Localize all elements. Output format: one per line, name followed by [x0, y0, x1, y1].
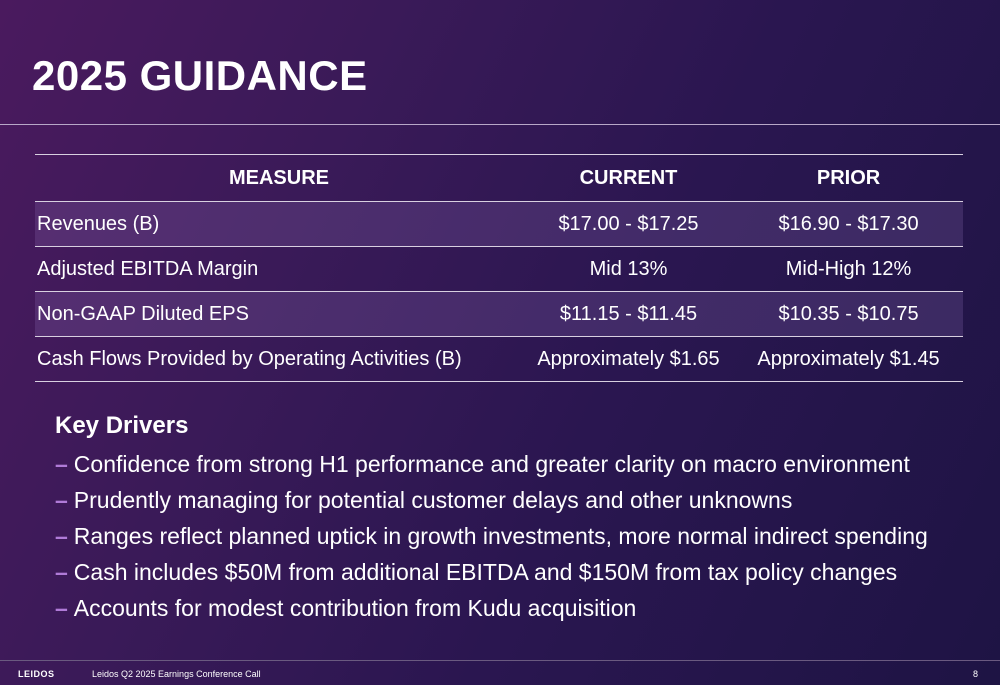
guidance-table: MEASURE CURRENT PRIOR Revenues (B) $17.0… — [35, 154, 963, 382]
table-row: Cash Flows Provided by Operating Activit… — [35, 336, 963, 382]
key-drivers-heading: Key Drivers — [55, 412, 189, 439]
key-drivers-list: – Confidence from strong H1 performance a… — [55, 446, 985, 626]
table-row: Adjusted EBITDA Margin Mid 13% Mid-High … — [35, 246, 963, 292]
list-item: – Confidence from strong H1 performance a… — [55, 446, 985, 482]
row-current: $17.00 - $17.25 — [522, 201, 735, 247]
header-measure: MEASURE — [35, 154, 523, 202]
row-measure: Adjusted EBITDA Margin — [35, 246, 523, 292]
row-current: Mid 13% — [522, 246, 735, 292]
title-divider — [0, 124, 1000, 125]
dash-bullet-icon: – — [55, 523, 68, 549]
footer-divider — [0, 660, 1000, 661]
footer: LEIDOS Leidos Q2 2025 Earnings Conferenc… — [0, 667, 1000, 683]
row-measure: Revenues (B) — [35, 201, 523, 247]
driver-text: Cash includes $50M from additional EBITD… — [73, 559, 898, 585]
row-current: Approximately $1.65 — [522, 336, 735, 382]
row-prior: Mid-High 12% — [734, 246, 963, 292]
leidos-logo: LEIDOS — [18, 669, 55, 679]
event-name: Leidos Q2 2025 Earnings Conference Call — [92, 669, 261, 679]
table-row: Non-GAAP Diluted EPS $11.15 - $11.45 $10… — [35, 291, 963, 337]
list-item: – Cash includes $50M from additional EBIT… — [55, 554, 985, 590]
key-drivers-section: Key Drivers – Confidence from strong H1 p… — [55, 412, 985, 626]
list-item: – Accounts for modest contribution from K… — [55, 590, 985, 626]
row-measure: Cash Flows Provided by Operating Activit… — [35, 336, 523, 382]
slide-title: 2025 GUIDANCE — [32, 52, 368, 99]
dash-bullet-icon: – — [55, 451, 68, 477]
driver-text: Confidence from strong H1 performance an… — [73, 451, 910, 477]
row-measure: Non-GAAP Diluted EPS — [35, 291, 523, 337]
driver-text: Accounts for modest contribution from Ku… — [73, 595, 637, 621]
row-current: $11.15 - $11.45 — [522, 291, 735, 337]
list-item: – Ranges reflect planned uptick in growth… — [55, 518, 985, 554]
row-prior: Approximately $1.45 — [734, 336, 963, 382]
table-header-row: MEASURE CURRENT PRIOR — [35, 154, 963, 202]
page-number: 8 — [972, 669, 978, 679]
driver-text: Ranges reflect planned uptick in growth … — [73, 523, 928, 549]
header-prior: PRIOR — [734, 154, 963, 202]
table-row: Revenues (B) $17.00 - $17.25 $16.90 - $1… — [35, 201, 963, 247]
driver-text: Prudently managing for potential custome… — [73, 487, 793, 513]
row-prior: $16.90 - $17.30 — [734, 201, 963, 247]
header-current: CURRENT — [522, 154, 735, 202]
dash-bullet-icon: – — [55, 595, 68, 621]
row-prior: $10.35 - $10.75 — [734, 291, 963, 337]
dash-bullet-icon: – — [55, 487, 68, 513]
dash-bullet-icon: – — [55, 559, 68, 585]
list-item: – Prudently managing for potential custom… — [55, 482, 985, 518]
